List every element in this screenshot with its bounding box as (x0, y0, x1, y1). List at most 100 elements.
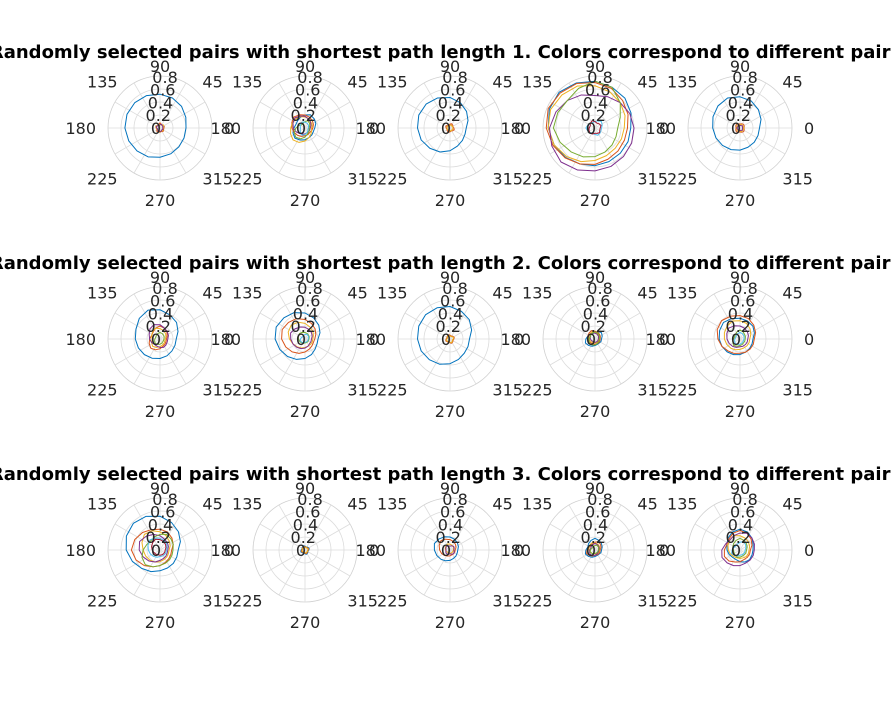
theta-tick-label: 270 (435, 402, 466, 421)
series-line (151, 538, 167, 556)
series-line (297, 331, 310, 344)
grid-spoke (449, 549, 477, 596)
theta-tick-label: 0 (224, 541, 234, 560)
r-tick-label: 0.4 (583, 304, 608, 323)
series-line (130, 528, 174, 568)
theta-tick-label: 90 (295, 479, 315, 498)
grid-spoke (423, 338, 451, 385)
r-tick-label: 0 (296, 119, 306, 138)
grid-spoke (259, 549, 306, 577)
theta-tick-label: 315 (637, 169, 668, 188)
theta-tick-label: 315 (202, 169, 233, 188)
theta-tick-label: 45 (492, 495, 512, 514)
theta-tick-label: 180 (65, 541, 96, 560)
grid-spoke (594, 549, 622, 596)
r-tick-label: 0.2 (581, 528, 606, 547)
grid-spoke (694, 523, 741, 551)
theta-tick-label: 270 (725, 191, 756, 210)
r-tick-label: 0.4 (148, 93, 173, 112)
grid-spoke (449, 549, 496, 577)
grid-spoke (594, 338, 622, 385)
series-line (124, 93, 187, 158)
theta-tick-label: 270 (145, 613, 176, 632)
theta-tick-label: 180 (210, 119, 241, 138)
series-line (138, 533, 169, 563)
theta-tick-label: 180 (355, 119, 386, 138)
r-tick-label: 0.4 (583, 515, 608, 534)
series-line (148, 324, 169, 348)
theta-tick-label: 0 (514, 541, 524, 560)
theta-tick-label: 225 (522, 380, 553, 399)
r-tick-label: 0.8 (152, 68, 177, 87)
theta-tick-label: 90 (150, 268, 170, 287)
theta-tick-label: 180 (645, 119, 676, 138)
theta-tick-label: 45 (347, 495, 367, 514)
series-line (584, 537, 603, 558)
r-tick-label: 0.6 (440, 503, 465, 522)
grid-spoke (694, 101, 741, 129)
r-tick-label: 0.8 (442, 490, 467, 509)
series-line (134, 309, 179, 359)
theta-tick-label: 90 (150, 57, 170, 76)
theta-tick-label: 225 (232, 591, 263, 610)
grid-spoke (449, 127, 496, 155)
theta-tick-label: 45 (782, 284, 802, 303)
theta-tick-label: 180 (500, 330, 531, 349)
theta-tick-label: 225 (522, 169, 553, 188)
grid-spoke (278, 82, 306, 129)
r-tick-label: 0.8 (587, 279, 612, 298)
theta-tick-label: 180 (355, 541, 386, 560)
theta-tick-label: 270 (145, 402, 176, 421)
series-line (716, 315, 757, 354)
theta-tick-label: 225 (667, 380, 698, 399)
grid-spoke (304, 101, 351, 129)
series-line (291, 114, 314, 137)
theta-tick-label: 0 (224, 330, 234, 349)
grid-spoke (114, 101, 161, 129)
grid-spoke (304, 312, 351, 340)
r-tick-label: 0 (441, 119, 451, 138)
grid-spoke (404, 338, 451, 366)
grid-spoke (449, 82, 477, 129)
series-line (290, 326, 313, 350)
series-line (726, 528, 754, 563)
series-line (721, 532, 755, 567)
grid-spoke (568, 338, 596, 385)
grid-spoke (594, 127, 622, 174)
theta-tick-label: 0 (659, 119, 669, 138)
r-tick-label: 0.8 (587, 68, 612, 87)
theta-tick-label: 135 (87, 495, 118, 514)
theta-tick-label: 45 (347, 73, 367, 92)
theta-tick-label: 45 (202, 73, 222, 92)
series-line (726, 325, 749, 348)
r-tick-label: 0.6 (730, 503, 755, 522)
theta-tick-label: 0 (804, 330, 814, 349)
grid-spoke (594, 338, 641, 366)
series-line (589, 543, 600, 556)
series-line (274, 312, 321, 360)
r-tick-label: 0 (296, 541, 306, 560)
r-tick-label: 0.8 (732, 279, 757, 298)
grid-spoke (594, 82, 622, 129)
grid-spoke (159, 523, 206, 551)
r-tick-label: 0.8 (297, 68, 322, 87)
grid-spoke (423, 82, 451, 129)
r-tick-label: 0.2 (726, 106, 751, 125)
theta-tick-label: 315 (782, 380, 813, 399)
theta-tick-label: 90 (585, 268, 605, 287)
r-tick-label: 0.2 (436, 528, 461, 547)
theta-tick-label: 315 (782, 169, 813, 188)
series-line (281, 318, 317, 354)
grid-spoke (739, 338, 767, 385)
r-tick-label: 0.6 (440, 81, 465, 100)
